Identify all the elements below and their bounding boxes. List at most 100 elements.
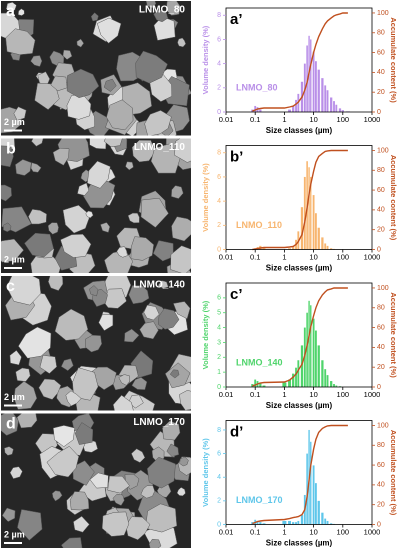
plot-frame xyxy=(225,145,373,250)
y-tick-label: 3 xyxy=(217,339,221,346)
y-tick-label: 4 xyxy=(217,60,221,67)
sem-image: a LNMO_80 2 µm xyxy=(1,1,191,136)
bar xyxy=(310,305,312,387)
bar xyxy=(259,522,262,525)
bar xyxy=(254,105,257,112)
particle xyxy=(166,443,179,457)
cumulative-line xyxy=(252,287,348,387)
particle xyxy=(153,9,169,23)
particle xyxy=(162,420,181,441)
particle xyxy=(47,222,59,235)
bar xyxy=(324,518,327,525)
bar xyxy=(306,312,308,387)
bar xyxy=(288,109,292,112)
bar xyxy=(282,382,287,387)
panel-letter: d xyxy=(6,416,16,433)
y2-tick-label: 60 xyxy=(377,187,385,194)
particle xyxy=(73,515,90,533)
y-tick-label: 6 xyxy=(217,295,221,302)
x-tick-label: 0.01 xyxy=(219,527,234,536)
series-label: LNMO_140 xyxy=(236,357,283,367)
particle xyxy=(147,456,176,489)
bar xyxy=(335,385,338,387)
y2-tick-label: 40 xyxy=(377,344,385,351)
y-tick-label: 2 xyxy=(217,222,221,229)
x-tick-label: 1000 xyxy=(364,115,381,124)
y2-tick-label: 80 xyxy=(377,30,385,37)
particle xyxy=(1,238,24,263)
particle xyxy=(139,321,159,340)
x-tick-label: 0.01 xyxy=(219,252,234,261)
particle xyxy=(118,374,130,386)
particle xyxy=(157,308,180,330)
bar xyxy=(297,360,300,387)
x-tick-label: 1 xyxy=(282,390,286,399)
x-tick-label: 0.01 xyxy=(219,390,234,399)
bar xyxy=(333,384,335,387)
particle xyxy=(140,485,155,499)
y-tick-label: 5 xyxy=(217,310,221,317)
particle xyxy=(85,210,94,219)
bar xyxy=(259,109,262,112)
particles xyxy=(5,276,191,411)
y-tick-label: 0 xyxy=(217,246,221,253)
particle xyxy=(62,49,73,60)
y2-tick-label: 0 xyxy=(377,521,381,528)
bar xyxy=(292,245,295,250)
particle xyxy=(50,75,68,92)
bar xyxy=(308,167,310,250)
bar xyxy=(300,207,304,250)
bar xyxy=(259,382,262,387)
bar xyxy=(314,213,317,250)
bar xyxy=(292,105,295,112)
particle xyxy=(131,448,146,463)
y2-tick-label: 100 xyxy=(377,10,389,17)
particle xyxy=(1,184,12,202)
y-axis-label: Volume density (%) xyxy=(201,300,210,369)
y-tick-label: 2 xyxy=(217,498,221,505)
bar xyxy=(297,520,300,525)
particle xyxy=(85,335,102,353)
panel-letter: c xyxy=(6,278,15,295)
particle xyxy=(100,222,111,233)
plot-frame xyxy=(225,7,373,113)
y-tick-label: 2 xyxy=(217,85,221,92)
sem-image: b LNMO_110 2 µm xyxy=(1,138,191,273)
bar xyxy=(326,375,329,387)
y-tick-label: 6 xyxy=(217,450,221,457)
bar xyxy=(326,245,329,250)
bar xyxy=(306,453,308,525)
panel-letter: d’ xyxy=(230,423,243,440)
x-tick-label: 1000 xyxy=(364,527,381,536)
particle xyxy=(125,516,151,541)
bar xyxy=(314,483,317,525)
bar xyxy=(262,247,266,250)
bar xyxy=(303,176,306,250)
series-label: LNMO_170 xyxy=(236,495,283,505)
particle xyxy=(74,422,94,445)
particle xyxy=(38,378,62,400)
series-label: LNMO_80 xyxy=(236,82,278,92)
y2-axis-label: Accumulate content (%) xyxy=(389,430,398,516)
y-tick-label: 2 xyxy=(217,354,221,361)
particle xyxy=(112,493,125,506)
particle xyxy=(48,276,64,291)
y-tick-label: 8 xyxy=(217,150,221,157)
x-tick-label: 1000 xyxy=(364,390,381,399)
bar xyxy=(314,61,317,112)
y2-tick-label: 20 xyxy=(377,364,385,371)
particle xyxy=(98,314,114,331)
particle xyxy=(177,37,186,48)
particle xyxy=(125,161,134,171)
particle xyxy=(76,38,85,48)
particle xyxy=(15,367,31,382)
particle xyxy=(144,110,172,136)
particle xyxy=(69,491,90,511)
particle xyxy=(157,280,169,289)
particle xyxy=(6,2,17,13)
bar xyxy=(310,441,312,525)
particles xyxy=(1,138,191,273)
x-tick-label: 100 xyxy=(337,115,350,124)
particle xyxy=(96,17,122,44)
